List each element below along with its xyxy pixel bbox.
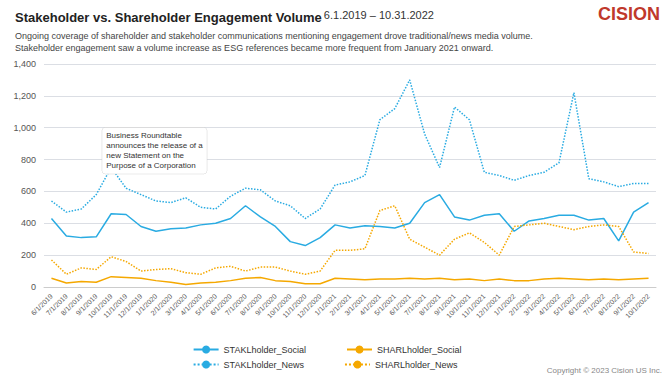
svg-text:7/1/2019: 7/1/2019	[44, 292, 69, 317]
svg-text:6/1/2020: 6/1/2020	[208, 292, 234, 317]
svg-text:7/1/2022: 7/1/2022	[582, 292, 607, 317]
svg-text:2/1/2020: 2/1/2020	[149, 292, 174, 317]
svg-text:1,400: 1,400	[13, 59, 36, 69]
svg-text:10/1/2022: 10/1/2022	[624, 292, 651, 319]
svg-text:4/1/2021: 4/1/2021	[358, 292, 383, 317]
svg-text:10/1/2019: 10/1/2019	[86, 292, 114, 320]
svg-text:Stakeholder vs. Shareholder En: Stakeholder vs. Shareholder Engagement V…	[15, 10, 322, 25]
svg-text:1,200: 1,200	[13, 91, 36, 101]
svg-text:7/1/2021: 7/1/2021	[402, 292, 428, 317]
svg-text:200: 200	[21, 250, 36, 260]
svg-text:0: 0	[31, 282, 36, 292]
svg-text:STAKLholder_Social: STAKLholder_Social	[224, 345, 306, 355]
svg-text:new Statement on the: new Statement on the	[106, 151, 184, 160]
svg-text:9/1/2020: 9/1/2020	[253, 292, 278, 317]
svg-text:Ongoing coverage of shareholde: Ongoing coverage of shareholder and stak…	[15, 31, 533, 41]
svg-text:3/1/2021: 3/1/2021	[343, 292, 368, 317]
svg-text:3/1/2022: 3/1/2022	[522, 292, 547, 317]
svg-text:11/1/2019: 11/1/2019	[102, 292, 129, 320]
svg-text:6.1.2019 – 10.31.2022: 6.1.2019 – 10.31.2022	[321, 9, 434, 21]
svg-text:12/1/2021: 12/1/2021	[474, 292, 502, 320]
svg-text:6/1/2021: 6/1/2021	[388, 292, 413, 317]
svg-text:400: 400	[21, 218, 36, 228]
svg-text:9/1/2019: 9/1/2019	[74, 292, 99, 317]
svg-text:8/1/2021: 8/1/2021	[417, 292, 442, 317]
svg-text:Stakeholder engagement saw a v: Stakeholder engagement saw a volume incr…	[15, 43, 493, 53]
svg-text:8/1/2019: 8/1/2019	[59, 292, 84, 317]
svg-text:8/1/2022: 8/1/2022	[597, 292, 622, 317]
svg-text:3/1/2020: 3/1/2020	[164, 292, 189, 317]
svg-text:Purpose of a Corporation: Purpose of a Corporation	[106, 161, 195, 170]
svg-text:5/1/2022: 5/1/2022	[552, 292, 577, 317]
svg-text:6/1/2019: 6/1/2019	[29, 292, 54, 317]
svg-text:4/1/2020: 4/1/2020	[179, 292, 204, 317]
svg-text:announces the release of a: announces the release of a	[106, 141, 203, 150]
svg-text:4/1/2022: 4/1/2022	[537, 292, 562, 317]
svg-text:CISION: CISION	[598, 4, 660, 24]
svg-text:11/1/2020: 11/1/2020	[281, 292, 308, 320]
svg-text:1/1/2022: 1/1/2022	[492, 292, 517, 317]
svg-text:800: 800	[21, 155, 36, 165]
svg-text:Copyright © 2023 Cision US Inc: Copyright © 2023 Cision US Inc.	[547, 366, 662, 375]
svg-text:7/1/2020: 7/1/2020	[223, 292, 248, 317]
svg-text:600: 600	[21, 186, 36, 196]
svg-text:12/1/2019: 12/1/2019	[116, 292, 144, 320]
svg-text:STAKLholder_News: STAKLholder_News	[224, 360, 305, 370]
svg-text:1,000: 1,000	[13, 123, 36, 133]
svg-text:SHARLholder_Social: SHARLholder_Social	[377, 345, 462, 355]
svg-text:2/1/2021: 2/1/2021	[328, 292, 353, 317]
svg-text:1/1/2020: 1/1/2020	[134, 292, 159, 317]
svg-text:9/1/2022: 9/1/2022	[611, 292, 637, 317]
svg-text:1/1/2021: 1/1/2021	[313, 292, 338, 317]
svg-text:Business Roundtable: Business Roundtable	[106, 131, 182, 140]
svg-text:2/1/2022: 2/1/2022	[507, 292, 532, 317]
svg-text:SHARLholder_News: SHARLholder_News	[375, 360, 458, 370]
svg-text:5/1/2021: 5/1/2021	[373, 292, 398, 317]
svg-text:10/1/2021: 10/1/2021	[445, 292, 472, 320]
svg-text:10/1/2020: 10/1/2020	[265, 292, 293, 320]
svg-text:8/1/2020: 8/1/2020	[238, 292, 263, 317]
svg-text:6/1/2022: 6/1/2022	[567, 292, 592, 317]
svg-text:9/1/2021: 9/1/2021	[432, 292, 457, 317]
svg-text:12/1/2020: 12/1/2020	[295, 292, 323, 320]
svg-text:5/1/2020: 5/1/2020	[194, 292, 219, 317]
svg-text:11/1/2021: 11/1/2021	[460, 292, 487, 320]
